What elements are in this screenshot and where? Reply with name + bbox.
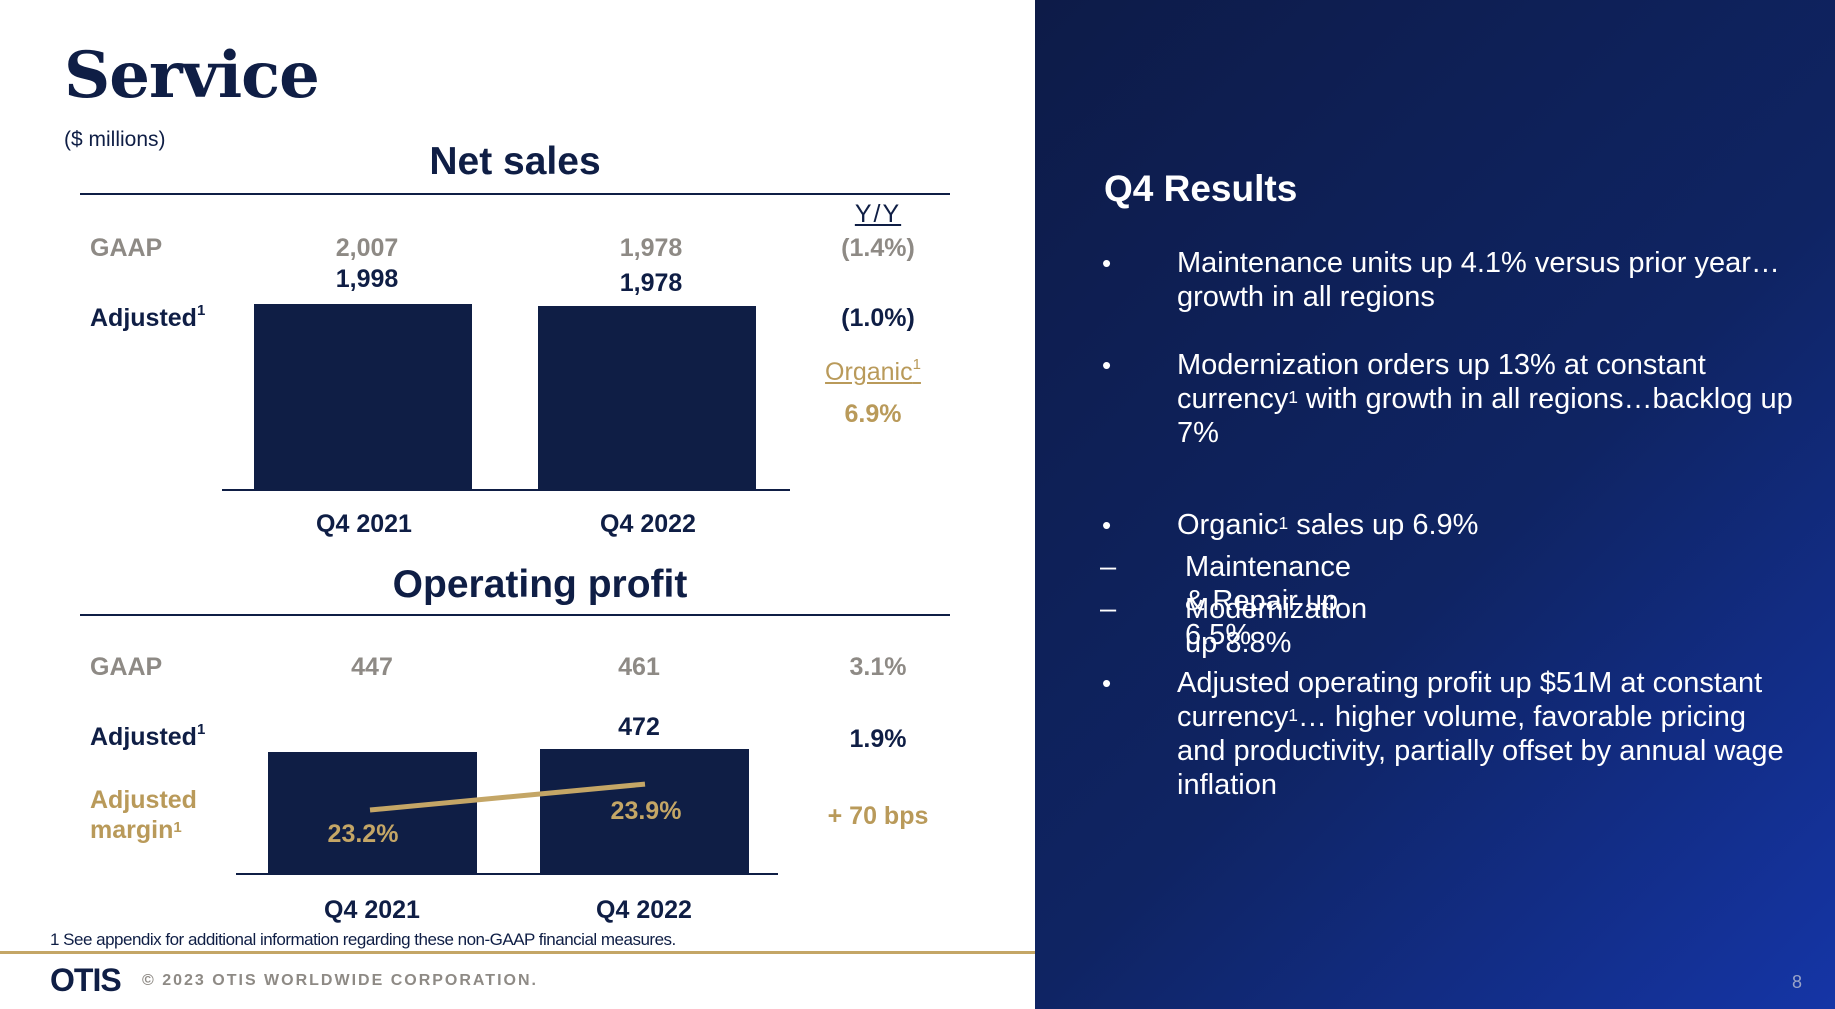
yy-header: Y/Y — [854, 200, 902, 228]
op-xlabel-q4-2021: Q4 2021 — [324, 896, 420, 924]
margin-trend-line — [369, 781, 646, 813]
results-bullet-list: • Maintenance units up 4.1% versus prior… — [1100, 246, 1800, 836]
bullet-dot-icon: • — [1102, 668, 1112, 698]
op-adj-q4-2022: 472 — [618, 713, 660, 741]
otis-logo: OTIS — [50, 962, 122, 998]
net-sales-xlabel-q4-2022: Q4 2022 — [600, 510, 696, 538]
bullet-dot-icon: • — [1102, 350, 1112, 380]
net-sales-xlabel-q4-2021: Q4 2021 — [316, 510, 412, 538]
op-xlabel-q4-2022: Q4 2022 — [596, 896, 692, 924]
results-bullet-3: • Organic1 sales up 6.9% — [1102, 509, 1479, 541]
net-sales-gaap-q4-2021: 2,007 — [335, 234, 399, 262]
left-panel: Service ($ millions) Net sales Y/Y GAAP … — [0, 38, 1035, 998]
op-bar-q4-2022 — [540, 749, 749, 873]
page-title: Service — [64, 38, 320, 113]
op-margin-yy: + 70 bps — [827, 802, 929, 830]
net-sales-axis — [222, 489, 790, 491]
organic-value: 6.9% — [844, 400, 902, 428]
dash-icon: – — [1100, 551, 1117, 583]
op-margin-q4-2021: 23.2% — [327, 820, 399, 848]
bullet-dot-icon: • — [1102, 510, 1112, 540]
operating-profit-rule — [80, 614, 950, 616]
margin-line-chart — [369, 781, 646, 813]
net-sales-adj-q4-2022: 1,978 — [619, 269, 683, 297]
results-subbullet-2: – Modernization up 8.8% — [1100, 593, 1368, 659]
results-bullet-2: • Modernization orders up 13% at constan… — [1102, 349, 1793, 449]
net-sales-bar-q4-2021 — [254, 304, 472, 489]
dash-icon: – — [1100, 593, 1117, 625]
units-label: ($ millions) — [64, 128, 166, 151]
net-sales-adjusted-yy: (1.0%) — [841, 304, 915, 332]
net-sales-bar-q4-2022 — [538, 306, 756, 489]
results-bullet-4: • Adjusted operating profit up $51M at c… — [1102, 667, 1784, 801]
op-margin-q4-2022: 23.9% — [610, 797, 682, 825]
copyright: © 2023 OTIS WORLDWIDE CORPORATION. — [142, 972, 538, 989]
net-sales-title: Net sales — [429, 140, 601, 183]
net-sales-adjusted-label: Adjusted1 — [90, 302, 206, 332]
footer-gold-rule — [0, 951, 1035, 954]
op-gaap-label: GAAP — [90, 653, 163, 681]
net-sales-gaap-yy: (1.4%) — [841, 234, 915, 262]
net-sales-gaap-q4-2022: 1,978 — [619, 234, 683, 262]
results-bullet-1: • Maintenance units up 4.1% versus prior… — [1102, 247, 1780, 313]
results-heading: Q4 Results — [1104, 168, 1298, 209]
net-sales-adj-q4-2021: 1,998 — [335, 265, 399, 293]
op-gaap-q4-2021: 447 — [351, 653, 393, 681]
net-sales-rule — [80, 193, 950, 195]
page-number: 8 — [1792, 972, 1803, 992]
op-margin-label: Adjusted margin1 — [90, 786, 197, 844]
op-adjusted-label: Adjusted1 — [90, 721, 206, 751]
op-bar-q4-2021 — [268, 751, 477, 873]
organic-label: Organic1 — [825, 356, 921, 386]
footnote: 1 See appendix for additional informatio… — [50, 930, 676, 949]
operating-profit-title: Operating profit — [392, 563, 688, 606]
results-panel — [1035, 0, 1835, 1009]
results-subbullet-1: – Maintenance & Repair up 6.5% — [1100, 551, 1352, 651]
op-gaap-yy: 3.1% — [849, 653, 907, 681]
op-axis — [236, 873, 778, 875]
net-sales-gaap-label: GAAP — [90, 234, 163, 262]
op-gaap-q4-2022: 461 — [618, 653, 660, 681]
bullet-dot-icon: • — [1102, 248, 1112, 278]
op-adjusted-yy: 1.9% — [849, 725, 907, 753]
